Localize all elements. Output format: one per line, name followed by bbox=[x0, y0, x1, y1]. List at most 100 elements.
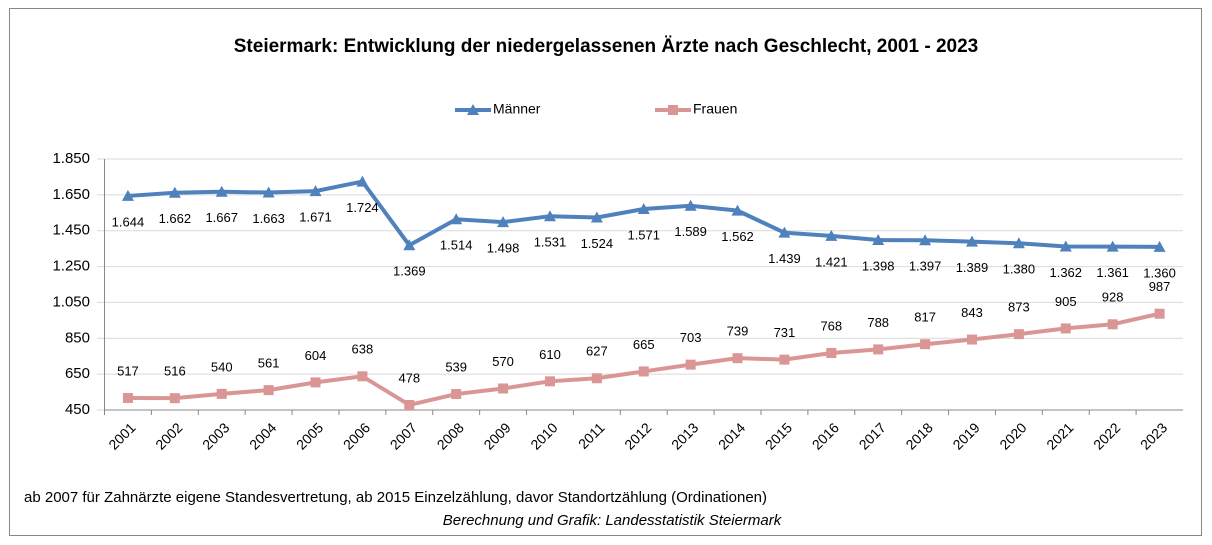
footnote: ab 2007 für Zahnärzte eigene Standesvert… bbox=[24, 489, 767, 506]
data-label: 540 bbox=[211, 359, 233, 374]
chart-title: Steiermark: Entwicklung der niedergelass… bbox=[234, 36, 978, 57]
data-label: 1.671 bbox=[299, 210, 332, 225]
data-label: 561 bbox=[258, 356, 280, 371]
data-label: 610 bbox=[539, 347, 561, 362]
marker bbox=[685, 359, 696, 370]
marker bbox=[309, 185, 322, 197]
data-label: 1.662 bbox=[159, 211, 192, 226]
data-label: 1.361 bbox=[1096, 265, 1129, 280]
data-label: 905 bbox=[1055, 294, 1077, 309]
data-label: 478 bbox=[398, 370, 420, 385]
data-label: 1.360 bbox=[1143, 265, 1176, 280]
data-label: 731 bbox=[774, 325, 796, 340]
marker bbox=[1106, 240, 1119, 252]
data-label: 1.524 bbox=[581, 236, 614, 251]
data-label: 627 bbox=[586, 344, 608, 359]
marker bbox=[591, 373, 602, 384]
data-label: 1.362 bbox=[1049, 265, 1082, 280]
y-tick-label: 1.450 bbox=[52, 222, 90, 239]
marker bbox=[216, 388, 227, 399]
y-tick-label: 650 bbox=[65, 365, 90, 382]
y-tick-label: 850 bbox=[65, 329, 90, 346]
marker bbox=[215, 185, 228, 197]
marker bbox=[1059, 240, 1072, 252]
y-tick-label: 450 bbox=[65, 401, 90, 418]
marker bbox=[872, 234, 885, 246]
marker bbox=[825, 229, 838, 241]
marker bbox=[544, 376, 555, 387]
marker bbox=[637, 203, 650, 215]
data-label: 1.397 bbox=[909, 259, 942, 274]
marker bbox=[638, 366, 649, 377]
data-label: 1.562 bbox=[721, 229, 754, 244]
marker bbox=[668, 105, 678, 115]
data-label: 739 bbox=[727, 324, 749, 339]
marker bbox=[403, 239, 416, 251]
marker bbox=[356, 175, 369, 187]
marker bbox=[497, 216, 510, 228]
data-label: 1.498 bbox=[487, 241, 520, 256]
marker bbox=[779, 354, 790, 365]
data-label: 1.571 bbox=[627, 227, 660, 242]
data-label: 1.389 bbox=[956, 260, 989, 275]
data-label: 873 bbox=[1008, 300, 1030, 315]
marker bbox=[451, 389, 462, 400]
data-label: 768 bbox=[820, 318, 842, 333]
marker bbox=[450, 213, 463, 225]
marker bbox=[467, 104, 479, 115]
marker bbox=[873, 344, 884, 355]
marker bbox=[169, 393, 180, 404]
data-label: 1.531 bbox=[534, 235, 567, 250]
marker bbox=[1060, 323, 1071, 334]
marker bbox=[590, 211, 603, 223]
data-label: 1.663 bbox=[252, 211, 285, 226]
marker bbox=[731, 204, 744, 216]
data-label: 570 bbox=[492, 354, 514, 369]
data-label: 987 bbox=[1149, 279, 1171, 294]
marker bbox=[966, 334, 977, 345]
legend-label: Frauen bbox=[693, 101, 737, 117]
marker bbox=[404, 399, 415, 410]
data-label: 539 bbox=[445, 359, 467, 374]
data-label: 604 bbox=[305, 348, 327, 363]
marker bbox=[262, 186, 275, 198]
marker bbox=[1154, 308, 1165, 319]
source: Berechnung und Grafik: Landesstatistik S… bbox=[443, 512, 783, 529]
marker bbox=[1013, 329, 1024, 340]
data-label: 1.421 bbox=[815, 254, 848, 269]
data-label: 1.398 bbox=[862, 258, 895, 273]
y-tick-label: 1.250 bbox=[52, 258, 90, 275]
data-label: 843 bbox=[961, 305, 983, 320]
marker bbox=[778, 226, 791, 238]
data-label: 516 bbox=[164, 364, 186, 379]
marker bbox=[498, 383, 509, 394]
marker bbox=[732, 353, 743, 364]
marker bbox=[168, 186, 181, 198]
marker bbox=[357, 371, 368, 382]
data-label: 1.369 bbox=[393, 264, 426, 279]
data-label: 928 bbox=[1102, 290, 1124, 305]
marker bbox=[263, 385, 274, 396]
y-tick-label: 1.050 bbox=[52, 293, 90, 310]
data-label: 1.724 bbox=[346, 200, 379, 215]
marker bbox=[826, 347, 837, 358]
legend-label: Männer bbox=[493, 101, 541, 117]
data-label: 817 bbox=[914, 310, 936, 325]
data-label: 1.589 bbox=[674, 224, 707, 239]
marker bbox=[121, 189, 134, 201]
marker bbox=[1012, 237, 1025, 249]
marker bbox=[122, 392, 133, 403]
data-label: 517 bbox=[117, 363, 139, 378]
data-label: 788 bbox=[867, 315, 889, 330]
marker bbox=[684, 199, 697, 211]
data-label: 1.514 bbox=[440, 238, 473, 253]
marker bbox=[1107, 319, 1118, 330]
marker bbox=[965, 235, 978, 247]
data-label: 665 bbox=[633, 337, 655, 352]
marker bbox=[1153, 240, 1166, 252]
data-label: 1.380 bbox=[1003, 262, 1036, 277]
marker bbox=[310, 377, 321, 388]
data-label: 1.667 bbox=[205, 210, 238, 225]
marker bbox=[543, 210, 556, 222]
